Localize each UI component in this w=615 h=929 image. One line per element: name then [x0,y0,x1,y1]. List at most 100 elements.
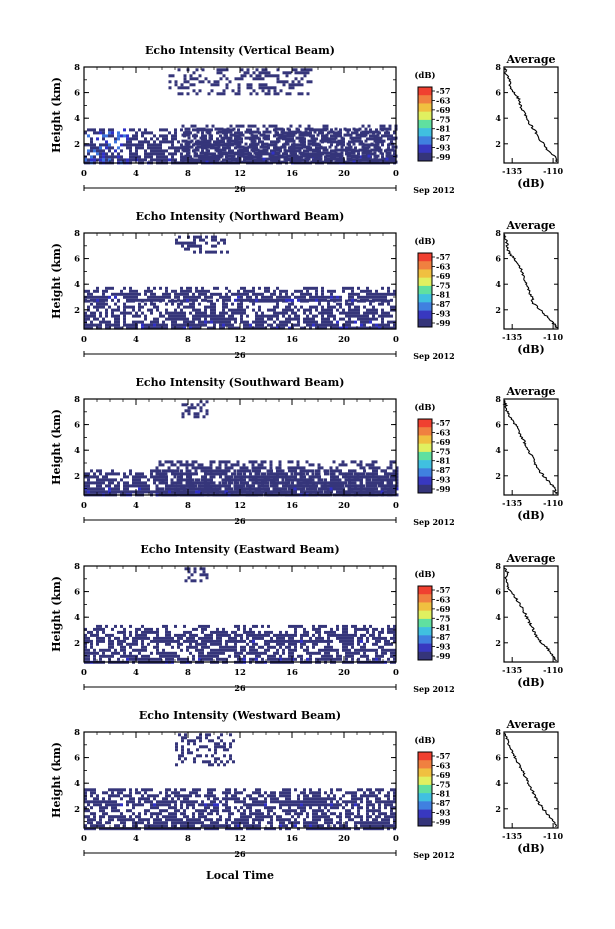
echo-cell [351,636,354,640]
echo-cell [330,323,333,327]
echo-cell [313,154,317,158]
echo-cell [99,298,102,302]
echo-cell [132,475,135,479]
echo-cell [96,639,99,643]
echo-cell [321,624,324,628]
echo-cell [114,648,117,652]
echo-cell [221,469,225,473]
echo-cell [183,657,186,661]
echo-cell [188,481,192,485]
echo-cell [90,639,93,643]
echo-cell [260,460,264,464]
echo-cell [362,472,366,476]
echo-cell [138,292,141,296]
echo-cell [330,472,333,476]
echo-cell [195,633,198,637]
echo-cell [371,463,375,467]
echo-cell [198,636,201,640]
echo-cell [393,326,396,330]
echo-cell [117,657,120,661]
echo-cell [190,244,193,248]
echo-cell [293,466,297,470]
echo-cell [141,630,144,634]
echo-cell [171,155,174,159]
echo-cell [372,305,375,309]
echo-cell [87,149,90,153]
echo-cell [335,481,339,485]
echo-cell [99,636,102,640]
echo-cell [277,136,281,140]
echo-cell [276,305,279,309]
echo-cell [361,133,365,137]
echo-cell [255,298,258,302]
echo-cell [387,326,390,330]
echo-cell [192,657,195,661]
echo-cell [357,487,360,491]
echo-cell [153,292,156,296]
echo-cell [319,154,323,158]
echo-cell [279,630,282,634]
echo-cell [381,654,384,658]
echo-cell [351,320,354,324]
echo-cell [222,648,225,652]
echo-cell [192,627,195,631]
echo-cell [218,460,222,464]
echo-cell [339,326,342,330]
echo-cell [282,657,285,661]
echo-cell [147,308,150,312]
echo-cell [385,154,389,158]
echo-cell [180,314,183,318]
profile-y-tick-label: 4 [495,279,501,289]
echo-cell [330,633,333,637]
echo-cell [350,487,354,491]
echo-cell [155,472,159,476]
echo-cell [234,326,237,330]
profile-y-tick-label: 2 [495,305,501,315]
echo-cell [105,624,108,628]
echo-cell [237,77,241,81]
echo-cell [201,68,205,72]
echo-cell [294,630,297,634]
echo-cell [240,651,243,655]
echo-cell [191,490,195,494]
echo-cell [198,314,201,318]
echo-cell [84,298,87,302]
echo-cell [138,298,141,302]
echo-cell [150,472,153,476]
echo-cell [357,657,360,661]
echo-cell [251,475,255,479]
echo-cell [312,286,315,290]
echo-cell [171,314,174,318]
echo-cell [138,481,141,485]
echo-cell [114,636,117,640]
echo-cell [209,487,213,491]
echo-cell [183,624,186,628]
echo-cell [188,469,192,473]
echo-cell [307,148,311,152]
echo-cell [258,140,261,144]
echo-cell [126,140,129,144]
echo-cell [114,292,117,296]
echo-cell [261,326,264,330]
echo-cell [393,657,396,661]
echo-cell [333,317,336,321]
echo-cell [252,487,255,491]
echo-cell [340,160,344,164]
echo-cell [268,154,272,158]
echo-cell [355,154,359,158]
echo-cell [162,314,165,318]
echo-cell [309,320,312,324]
echo-cell [153,630,156,634]
echo-cell [291,137,294,141]
echo-cell [395,469,399,473]
echo-cell [201,645,204,649]
profile-y-tick-label: 8 [495,394,501,404]
echo-cell [306,80,310,84]
echo-cell [168,146,171,150]
echo-cell [351,469,354,473]
echo-cell [153,149,156,153]
echo-cell [363,298,366,302]
echo-cell [306,152,309,156]
echo-cell [290,484,294,488]
echo-cell [132,657,135,661]
